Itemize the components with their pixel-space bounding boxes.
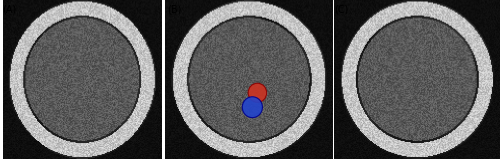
Text: (C): (C) xyxy=(334,5,348,15)
Text: (B): (B) xyxy=(168,5,182,15)
Circle shape xyxy=(242,97,262,118)
Text: (A): (A) xyxy=(2,5,17,15)
Circle shape xyxy=(248,83,266,102)
